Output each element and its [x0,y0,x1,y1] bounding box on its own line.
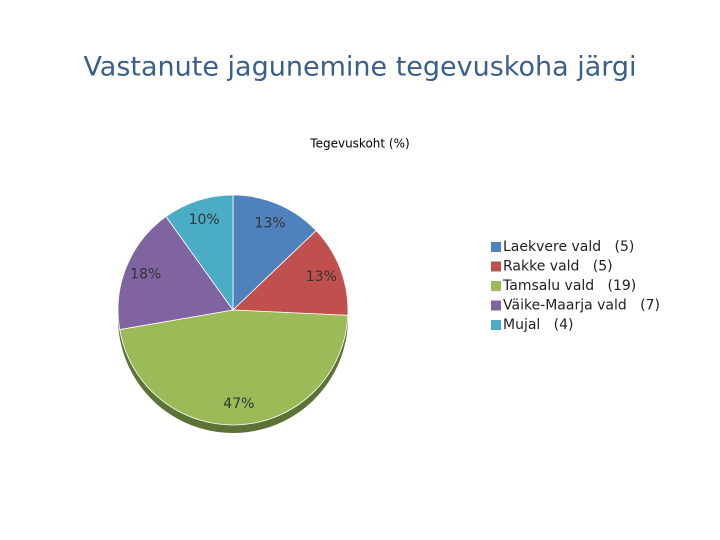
legend-swatch [491,300,501,311]
legend-swatch [491,261,501,272]
pie-slice [232,230,349,316]
data-label: 13% [306,269,337,285]
legend-swatch [491,281,501,291]
legend-swatch [491,242,501,252]
pie-slice [165,194,234,312]
data-label: 18% [130,266,161,282]
chart-title: Tegevuskoht (%) [309,137,409,151]
legend-label: Mujal (4) [503,317,574,333]
pie-slice [117,215,234,331]
pie-slice [119,309,349,426]
legend-swatch [491,320,501,330]
pie [117,194,349,426]
legend-label: Rakke vald (5) [503,259,613,275]
data-label: 47% [223,396,254,412]
slide-title: Vastanute jagunemine tegevuskoha järgi [83,52,636,83]
legend-label: Väike-Maarja vald (7) [503,298,660,314]
legend: Laekvere vald (5) Rakke vald (5) Tamsalu v… [491,239,660,333]
legend-label: Laekvere vald (5) [503,239,634,255]
legend-label: Tamsalu vald (19) [502,278,636,294]
data-label: 13% [255,215,286,231]
data-label: 10% [189,212,220,228]
pie-slice [232,194,317,311]
